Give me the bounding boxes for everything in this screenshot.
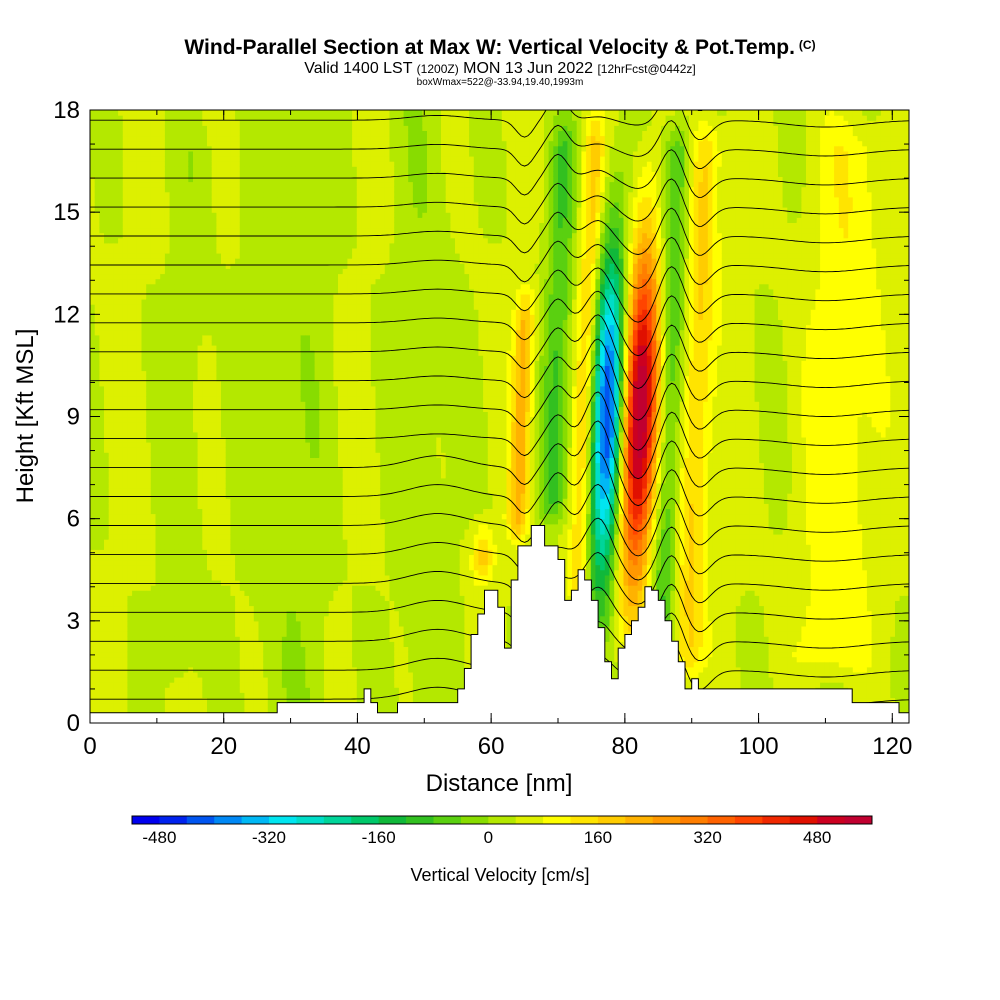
colorbar-tick-label: 160 xyxy=(584,828,612,847)
colorbar-tick-label: -320 xyxy=(252,828,286,847)
colorbar-swatch xyxy=(132,816,160,824)
colorbar-swatch xyxy=(543,816,571,824)
colorbar-swatch xyxy=(187,816,215,824)
colorbar-swatch xyxy=(817,816,845,824)
colorbar-swatch xyxy=(845,816,873,824)
y-tick-label: 15 xyxy=(53,199,80,226)
y-tick-label: 18 xyxy=(53,97,80,124)
colorbar-swatch xyxy=(708,816,736,824)
colorbar-tick-label: 480 xyxy=(803,828,831,847)
x-tick-label: 0 xyxy=(83,733,96,760)
colorbar-swatch xyxy=(680,816,708,824)
colorbar: -480 -320 -160 0 160 320 480 xyxy=(132,816,872,847)
colorbar-swatch xyxy=(214,816,242,824)
colorbar-swatch xyxy=(242,816,270,824)
x-tick-label: 40 xyxy=(344,733,371,760)
colorbar-tick-label: 320 xyxy=(693,828,721,847)
colorbar-swatch xyxy=(296,816,324,824)
colorbar-tick-label: -480 xyxy=(142,828,176,847)
colorbar-swatch xyxy=(762,816,790,824)
colorbar-tick-label: -160 xyxy=(362,828,396,847)
colorbar-swatch xyxy=(433,816,461,824)
x-tick-label: 120 xyxy=(872,733,912,760)
y-tick-label: 0 xyxy=(67,710,80,737)
y-tick-label: 6 xyxy=(67,506,80,533)
colorbar-swatch xyxy=(379,816,407,824)
y-tick-label: 12 xyxy=(53,301,80,328)
colorbar-swatch xyxy=(625,816,653,824)
colorbar-swatch xyxy=(735,816,763,824)
cross-section-chart: 0 20 40 60 80 100 1200369121518 Distance [nm] … xyxy=(0,0,1000,1000)
y-tick-label: 9 xyxy=(67,404,80,431)
x-tick-label: 20 xyxy=(210,733,237,760)
colorbar-swatch xyxy=(159,816,187,824)
colorbar-swatch xyxy=(406,816,434,824)
colorbar-tick-label: 0 xyxy=(484,828,493,847)
y-tick-label: 3 xyxy=(67,608,80,635)
colorbar-swatch xyxy=(653,816,681,824)
x-tick-label: 60 xyxy=(478,733,505,760)
colorbar-swatch xyxy=(516,816,544,824)
theta-contour xyxy=(90,33,909,81)
x-axis-label: Distance [nm] xyxy=(426,770,573,797)
colorbar-swatch xyxy=(598,816,626,824)
theta-contour xyxy=(90,4,909,52)
x-tick-label: 80 xyxy=(612,733,639,760)
theta-contour xyxy=(90,0,909,24)
theta-contour xyxy=(90,62,909,110)
y-axis-label: Height [Kft MSL] xyxy=(12,329,39,504)
colorbar-swatch xyxy=(488,816,516,824)
colorbar-swatch xyxy=(790,816,818,824)
colorbar-swatch xyxy=(324,816,352,824)
colorbar-swatch xyxy=(461,816,489,824)
x-tick-label: 100 xyxy=(739,733,779,760)
colorbar-swatch xyxy=(351,816,379,824)
colorbar-swatch xyxy=(269,816,297,824)
colorbar-swatch xyxy=(571,816,599,824)
colorbar-label: Vertical Velocity [cm/s] xyxy=(410,865,589,885)
